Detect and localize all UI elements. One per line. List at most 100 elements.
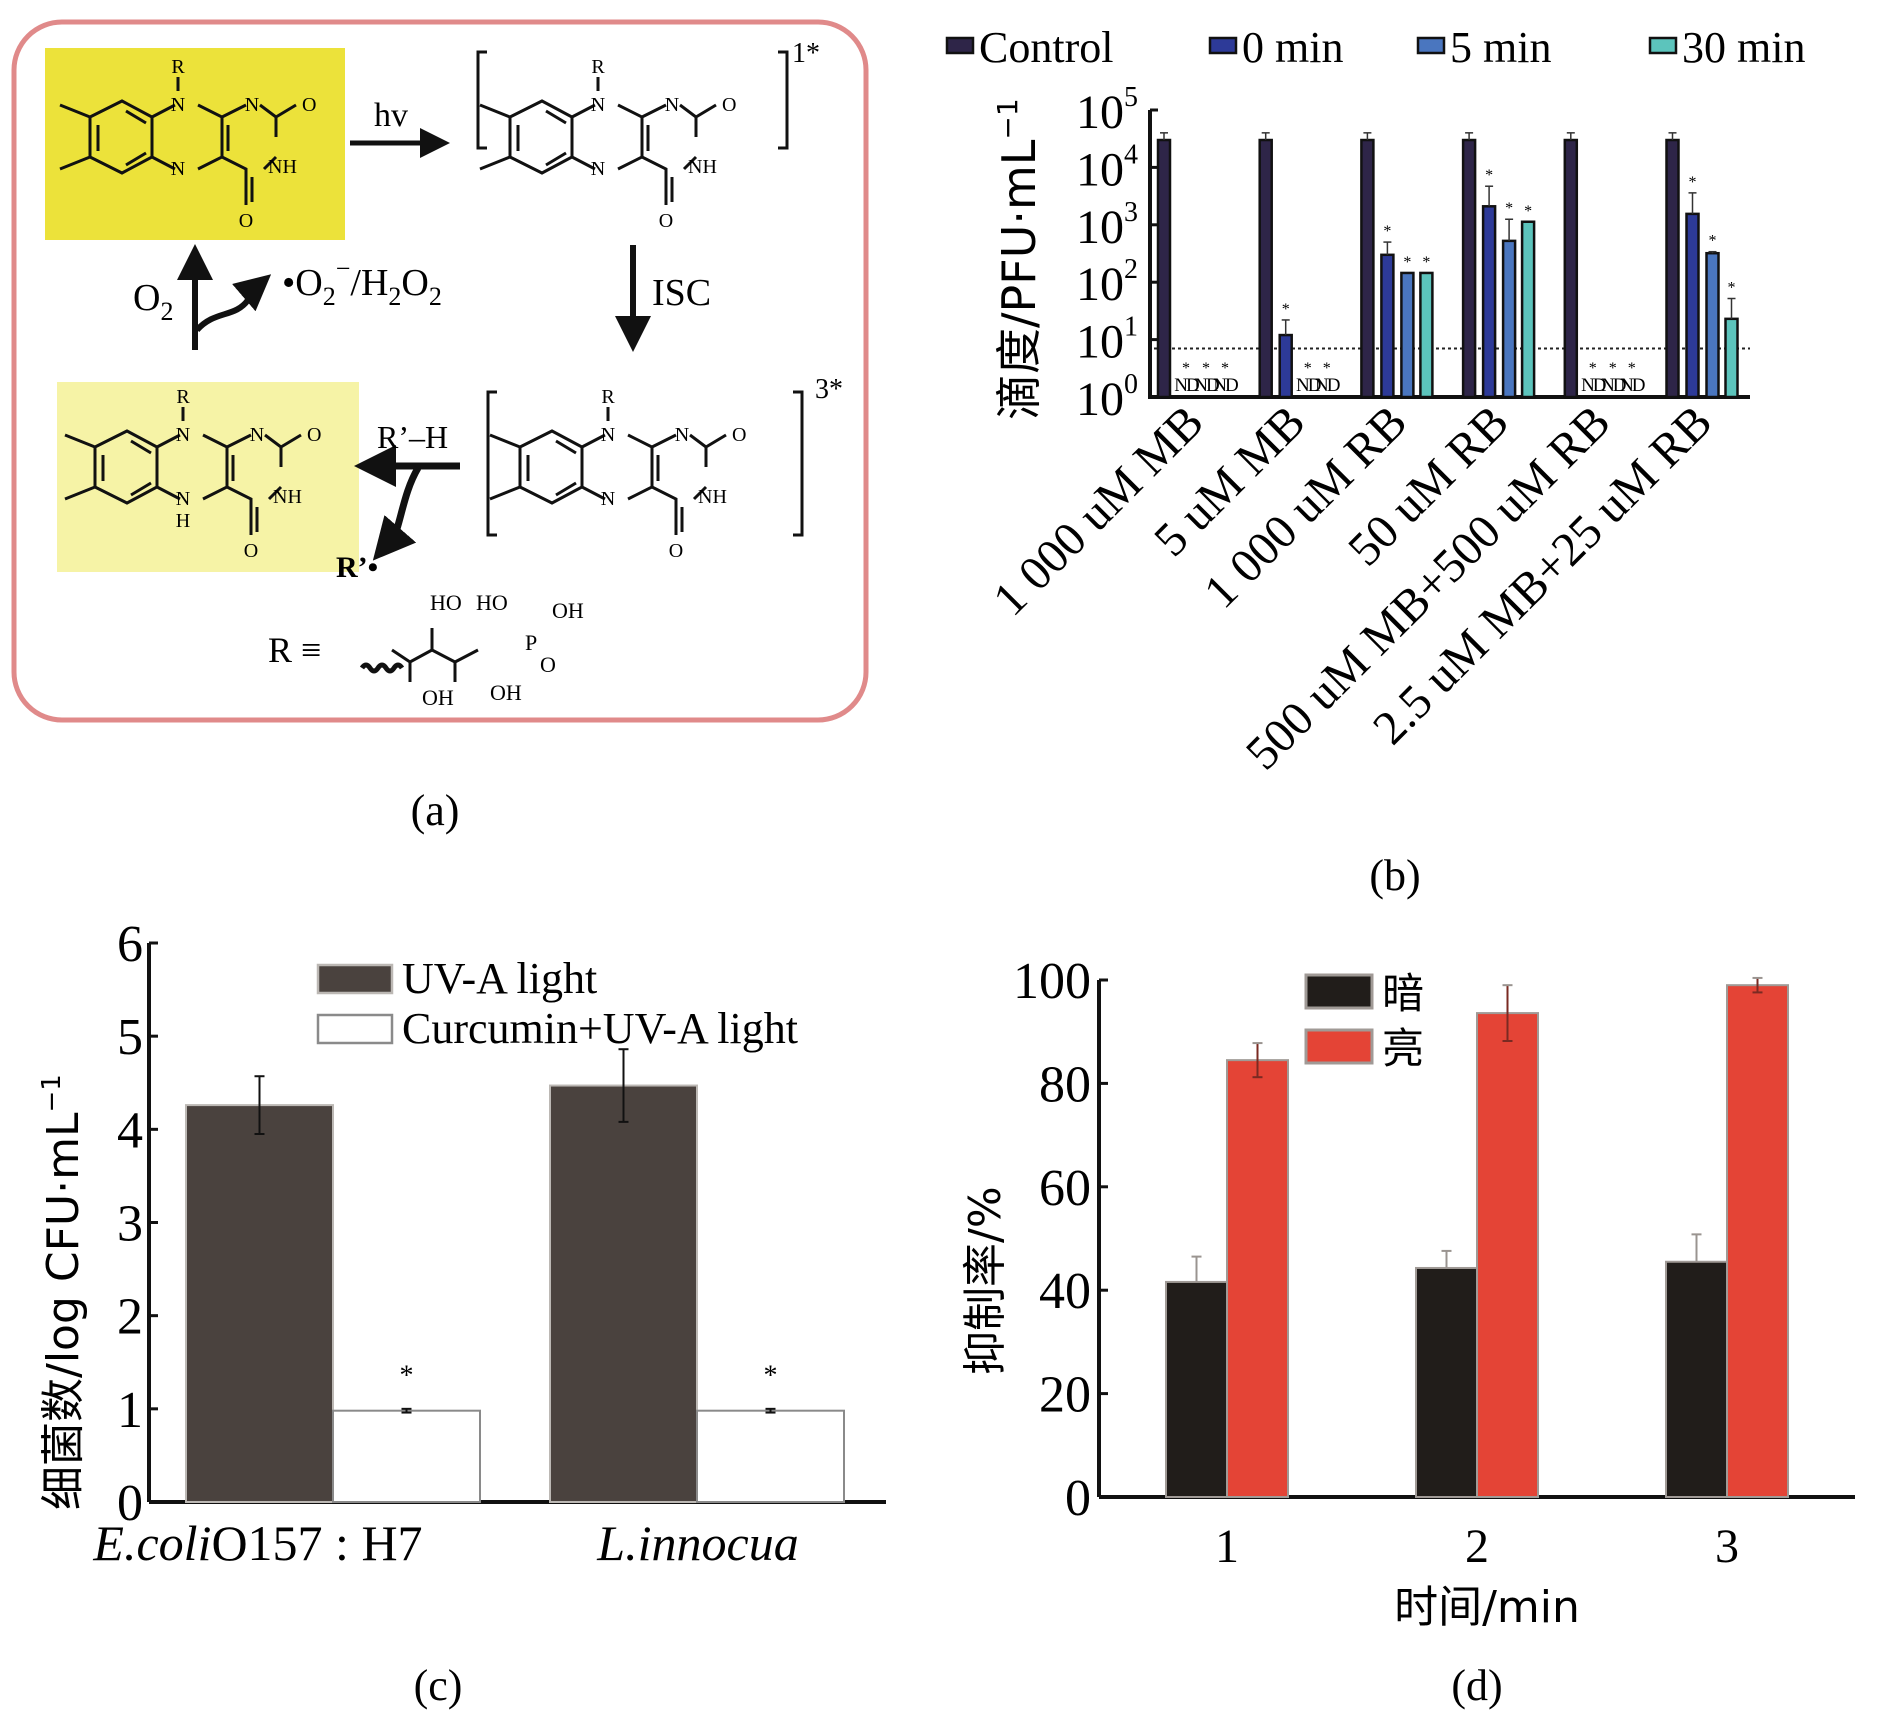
flavin-bonds: [59, 99, 297, 205]
bar-0-min: [1481, 205, 1497, 399]
ros-label: •O2−/H2O2: [282, 254, 442, 311]
x-tick-label: E.coliO157 : H7: [92, 1515, 422, 1571]
ribityl-phosphate-structure: [359, 628, 479, 682]
bar-control: [1360, 138, 1375, 399]
significance-star: *: [1383, 223, 1391, 240]
significance-star: *: [1709, 233, 1717, 250]
legend-swatch: [1208, 36, 1238, 55]
y-tick-label: 101: [1076, 312, 1138, 369]
legend-label: UV-A light: [402, 954, 597, 1003]
legend-label: 5 min: [1450, 23, 1551, 72]
svg-text:O: O: [540, 652, 556, 677]
atom-label: NH: [688, 156, 717, 178]
panel-b: Control 0 min 5 min 30 min 1001011021031041…: [945, 23, 1805, 900]
svg-text:OH: OH: [552, 598, 584, 623]
atom-label: O: [307, 424, 321, 446]
legend-swatch: [1304, 1028, 1374, 1065]
legend-label: 30 min: [1682, 23, 1805, 72]
bar-uva-light: [549, 1084, 698, 1504]
atom-label: O: [244, 540, 258, 562]
r-radical-label: R’•: [336, 551, 378, 584]
panel-d-y-axis-label: 抑制率/%: [960, 1186, 1011, 1375]
atom-label: N: [665, 94, 679, 116]
panel-c-caption: (c): [414, 1661, 463, 1710]
atom-label: N: [675, 424, 689, 446]
panel-c-y-axis-label: 细菌数/log CFU·mL−1: [37, 1074, 89, 1510]
atom-label: NH: [273, 486, 302, 508]
nd-label: ND: [1174, 375, 1199, 396]
legend-label: 暗: [1382, 969, 1424, 1018]
x-tick-label: 2: [1465, 1520, 1489, 1573]
panel-d-axes: 1 2 3 0 20 40 60 80 100: [1013, 953, 1855, 1573]
panel-c-bars: * *: [185, 1048, 845, 1504]
bar-dark: [1415, 1266, 1478, 1498]
atom-label: N: [250, 424, 264, 446]
bar-curcumin-uva-light: [332, 1409, 481, 1503]
legend-label: 0 min: [1242, 23, 1343, 72]
y-tick-label: 105: [1076, 82, 1138, 139]
significance-star: *: [1589, 360, 1597, 377]
atom-label: NH: [698, 486, 727, 508]
nd-label: ND: [1581, 375, 1606, 396]
bar-5-min: [1501, 239, 1517, 399]
atom-label: H: [176, 510, 190, 532]
panel-c-axes: E.coliO157 : H7 L.innocua 0 1 2 3 4 5 6: [92, 916, 886, 1571]
bar-5-min: [1400, 271, 1415, 399]
atom-label: R: [176, 386, 190, 408]
bar-control: [1563, 138, 1579, 399]
y-tick-label: 102: [1076, 254, 1138, 311]
svg-text:OH: OH: [422, 685, 454, 710]
bar-uva-light: [185, 1104, 334, 1503]
bar-0-min: [1685, 212, 1700, 399]
flavin-double-bonds: [101, 439, 259, 532]
atom-label: O: [302, 94, 316, 116]
flavin-bonds: [479, 99, 717, 205]
significance-star: *: [1202, 360, 1210, 377]
panel-d-caption: (d): [1451, 1661, 1502, 1710]
singlet-state-label: 1*: [792, 38, 820, 69]
oxidized-highlight: [45, 48, 345, 240]
bar-5-min: [1705, 251, 1720, 399]
panel-b-caption: (b): [1369, 851, 1420, 900]
legend-swatch: [1416, 36, 1446, 55]
y-tick-label: 103: [1076, 197, 1138, 254]
atom-label: N: [176, 488, 190, 510]
y-tick-label: 80: [1039, 1056, 1091, 1113]
nd-label: ND: [1296, 375, 1321, 396]
y-tick-label: 0: [1065, 1470, 1091, 1527]
atom-label: N: [171, 158, 185, 180]
isc-label: ISC: [652, 272, 711, 314]
hv-label: hv: [374, 97, 408, 134]
y-tick-label: 40: [1039, 1263, 1091, 1320]
atom-label: NH: [268, 156, 297, 178]
bar-control: [1665, 138, 1680, 399]
bar-light: [1476, 1012, 1539, 1498]
significance-star: *: [400, 1361, 414, 1392]
atom-label: R: [171, 56, 185, 78]
legend-swatch: [1304, 973, 1374, 1010]
nd-label: ND: [1194, 375, 1219, 396]
panel-d-x-axis-label: 时间/min: [1394, 1582, 1580, 1633]
y-tick-label: 0: [117, 1475, 143, 1532]
y-tick-label: 1: [117, 1382, 143, 1439]
panel-d-bars: [1165, 976, 1789, 1499]
panel-b-bars: ND*ND*ND**ND*ND*** *** *ND*ND*ND****: [1156, 132, 1739, 399]
svg-text:P: P: [525, 630, 537, 655]
atom-label: O: [732, 424, 746, 446]
atom-label: N: [176, 424, 190, 446]
y-tick-label: 5: [117, 1009, 143, 1066]
atom-label: N: [591, 158, 605, 180]
atom-label: O: [239, 210, 253, 232]
nd-label: ND: [1620, 375, 1645, 396]
nd-label: ND: [1315, 375, 1340, 396]
rh-label: R’–H: [377, 419, 448, 455]
o2-label: O2: [133, 277, 173, 326]
bar-light: [1726, 984, 1789, 1498]
significance-star: *: [1728, 280, 1736, 297]
bar-dark: [1165, 1280, 1228, 1498]
